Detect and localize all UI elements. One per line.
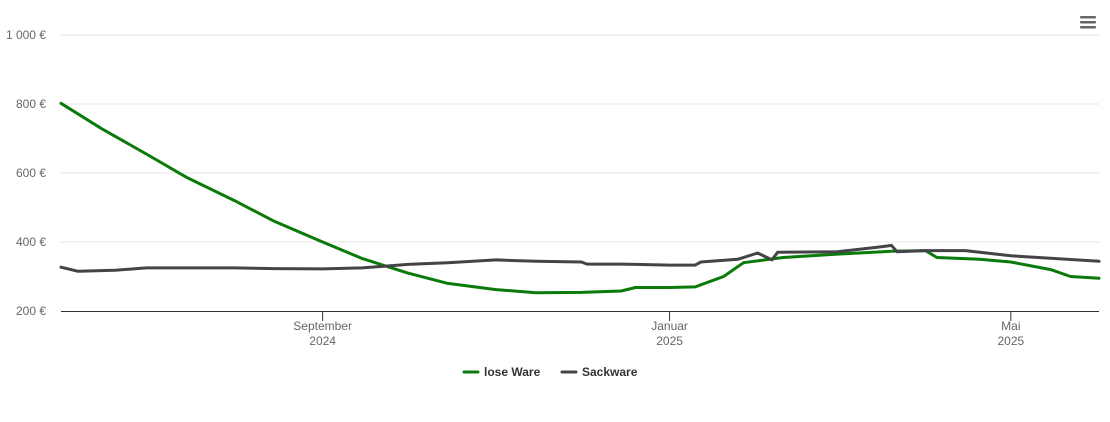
y-axis-labels: 200 € 400 € 600 € 800 € 1 000 € xyxy=(6,28,46,318)
x-tick-sublabel: 2025 xyxy=(997,334,1024,348)
x-tick-label: Mai xyxy=(1001,319,1020,333)
y-tick-label: 400 € xyxy=(16,235,46,249)
legend-label: Sackware xyxy=(582,365,638,379)
series-line-lose-ware[interactable] xyxy=(59,101,1101,295)
series-line-sackware[interactable] xyxy=(59,243,1101,273)
legend-item-lose-ware[interactable]: lose Ware xyxy=(462,365,541,379)
x-tick-label: September xyxy=(293,319,352,333)
legend-item-sackware[interactable]: Sackware xyxy=(560,365,638,379)
x-tick-label: Januar xyxy=(651,319,688,333)
y-tick-label: 1 000 € xyxy=(6,28,46,42)
grid-lines xyxy=(61,34,1099,243)
x-tick-sublabel: 2024 xyxy=(309,334,336,348)
y-tick-label: 600 € xyxy=(16,166,46,180)
y-tick-label: 800 € xyxy=(16,97,46,111)
legend-label: lose Ware xyxy=(484,365,541,379)
y-tick-label: 200 € xyxy=(16,304,46,318)
series-lines xyxy=(59,101,1101,295)
hamburger-menu-icon[interactable] xyxy=(1079,14,1097,32)
legend[interactable]: lose Ware Sackware xyxy=(462,365,638,379)
x-tick-sublabel: 2025 xyxy=(656,334,683,348)
